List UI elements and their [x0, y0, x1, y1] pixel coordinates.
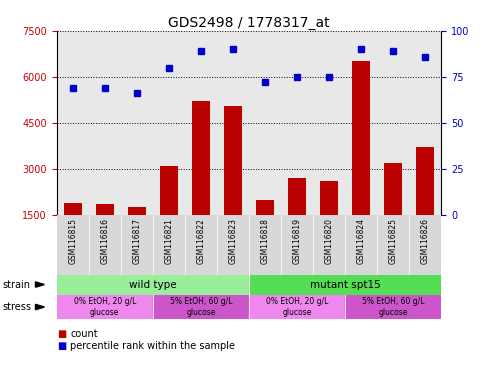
- Text: GSM116825: GSM116825: [388, 218, 398, 264]
- Bar: [192, 101, 210, 261]
- Bar: [153, 295, 249, 319]
- Text: 5% EtOH, 60 g/L
glucose: 5% EtOH, 60 g/L glucose: [362, 297, 424, 317]
- Text: GSM116826: GSM116826: [421, 218, 430, 264]
- Text: GSM116816: GSM116816: [100, 218, 109, 264]
- Text: GSM116815: GSM116815: [68, 218, 77, 264]
- Text: GSM116818: GSM116818: [260, 218, 270, 264]
- Text: GSM116821: GSM116821: [164, 218, 174, 264]
- Text: wild type: wild type: [129, 280, 176, 290]
- Text: GSM116817: GSM116817: [132, 218, 141, 264]
- Bar: [57, 295, 153, 319]
- Text: 0% EtOH, 20 g/L
glucose: 0% EtOH, 20 g/L glucose: [73, 297, 136, 317]
- Text: mutant spt15: mutant spt15: [310, 280, 381, 290]
- Bar: [64, 203, 81, 261]
- Bar: [417, 147, 434, 261]
- Bar: [249, 295, 345, 319]
- Bar: [385, 163, 402, 261]
- Bar: [224, 106, 242, 261]
- Text: GSM116822: GSM116822: [196, 218, 206, 264]
- Text: percentile rank within the sample: percentile rank within the sample: [70, 341, 236, 351]
- Text: 5% EtOH, 60 g/L
glucose: 5% EtOH, 60 g/L glucose: [170, 297, 232, 317]
- Text: ■: ■: [57, 341, 66, 351]
- Bar: [128, 207, 145, 261]
- Title: GDS2498 / 1778317_at: GDS2498 / 1778317_at: [168, 16, 330, 30]
- Text: GSM116820: GSM116820: [324, 218, 334, 264]
- Bar: [160, 166, 177, 261]
- Bar: [288, 178, 306, 261]
- Bar: [256, 200, 274, 261]
- Text: count: count: [70, 329, 98, 339]
- Bar: [96, 204, 113, 261]
- Bar: [57, 275, 249, 295]
- Text: ■: ■: [57, 329, 66, 339]
- Text: 0% EtOH, 20 g/L
glucose: 0% EtOH, 20 g/L glucose: [266, 297, 328, 317]
- Text: GSM116819: GSM116819: [292, 218, 302, 264]
- Text: strain: strain: [2, 280, 31, 290]
- Bar: [249, 275, 441, 295]
- Bar: [345, 295, 441, 319]
- Bar: [320, 181, 338, 261]
- Bar: [352, 61, 370, 261]
- Text: stress: stress: [2, 302, 32, 312]
- Text: GSM116824: GSM116824: [356, 218, 366, 264]
- Text: GSM116823: GSM116823: [228, 218, 238, 264]
